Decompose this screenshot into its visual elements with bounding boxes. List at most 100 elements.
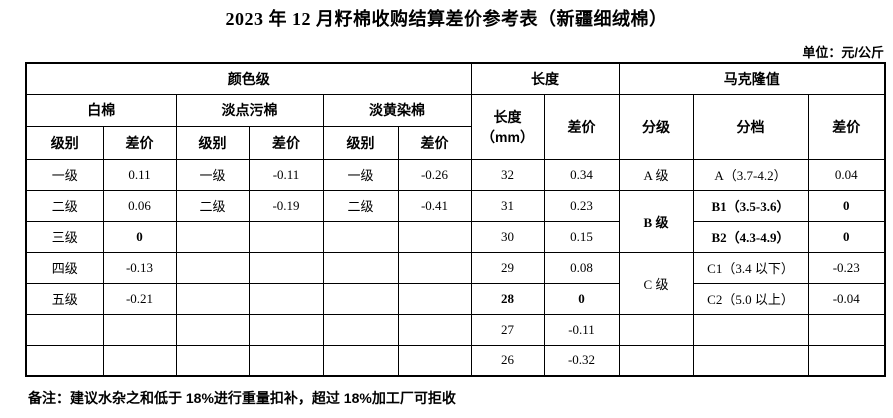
header-length-mm: 长度（mm） [470,93,545,160]
white-diff-cell: -0.21 [102,282,177,315]
table-row: 四级 -0.13 29 0.08 C 级 C1（3.4 以下） -0.23 [25,251,886,315]
spotted-diff-cell [248,313,324,346]
header-mic-grade: 分级 [618,93,694,160]
header-mic-range: 分档 [692,93,809,160]
yellow-grade-cell [322,251,399,284]
yellow-diff-cell [397,313,472,346]
spotted-grade-cell: 二级 [175,189,250,222]
yellow-grade-cell: 一级 [322,158,399,191]
length-cell: 29 [470,251,545,284]
spotted-grade-cell [175,313,250,346]
yellow-diff-cell [397,251,472,284]
length-diff-cell: -0.32 [543,344,620,377]
white-grade-cell: 一级 [25,158,104,191]
header-white-price-diff: 差价 [102,125,177,160]
white-grade-cell [25,313,104,346]
length-diff-cell: -0.11 [543,313,620,346]
header-white-grade: 级别 [25,125,104,160]
spotted-grade-cell [175,344,250,377]
header-spotted-price-diff: 差价 [248,125,324,160]
spotted-diff-cell [248,282,324,315]
table-row: 26 -0.32 [25,344,886,377]
mic-grade-cell: A 级 [618,158,694,191]
page-title: 2023 年 12 月籽棉收购结算差价参考表（新疆细绒棉） [225,9,668,29]
header-light-spotted-cotton: 淡点污棉 [175,93,324,127]
yellow-diff-cell: -0.26 [397,158,472,191]
white-grade-cell: 二级 [25,189,104,222]
header-mic-price-diff: 差价 [807,93,886,160]
length-cell: 27 [470,313,545,346]
yellow-diff-cell: -0.41 [397,189,472,222]
table-row: 一级 0.11 一级 -0.11 一级 -0.26 32 0.34 A 级 A（… [25,158,886,191]
header-yellow-grade: 级别 [322,125,399,160]
price-diff-table: 颜色级 长度 马克隆值 白棉 淡点污棉 淡黄染棉 长度（mm） 差价 分级 分档… [25,62,887,377]
mic-diff-cell: 0 [807,189,886,222]
yellow-grade-cell [322,220,399,253]
length-diff-cell: 0 [543,282,620,315]
white-diff-cell: 0 [102,220,177,253]
yellow-diff-cell [397,282,472,315]
mic-range-cell [692,344,809,377]
header-white-cotton: 白棉 [25,93,177,127]
length-diff-cell: 0.23 [543,189,620,222]
mic-range-cell: C2（5.0 以上） [692,282,809,315]
length-cell: 28 [470,282,545,315]
mic-range-cell: A（3.7-4.2） [692,158,809,191]
white-diff-cell [102,344,177,377]
table-row: 二级 0.06 二级 -0.19 二级 -0.41 31 0.23 B 级 B1… [25,189,886,253]
length-diff-cell: 0.08 [543,251,620,284]
spotted-grade-cell [175,282,250,315]
header-light-yellow-stained-cotton: 淡黄染棉 [322,93,472,127]
yellow-grade-cell [322,313,399,346]
mic-diff-cell [807,313,886,346]
header-micronaire: 马克隆值 [618,62,886,95]
header-spotted-grade: 级别 [175,125,250,160]
header-color-grade: 颜色级 [25,62,472,95]
mic-range-cell: C1（3.4 以下） [692,251,809,284]
white-grade-cell: 四级 [25,251,104,284]
header-length-price-diff: 差价 [543,93,620,160]
length-cell: 31 [470,189,545,222]
length-diff-cell: 0.15 [543,220,620,253]
mic-diff-cell: 0.04 [807,158,886,191]
spotted-grade-cell [175,251,250,284]
yellow-diff-cell [397,344,472,377]
spotted-diff-cell [248,251,324,284]
unit-label: 单位：元/公斤 [802,45,884,60]
length-cell: 30 [470,220,545,253]
table-row: 五级 -0.21 28 0 C2（5.0 以上） -0.04 [25,282,886,315]
table-row: 三级 0 30 0.15 B2（4.3-4.9） 0 [25,220,886,253]
white-diff-cell: 0.11 [102,158,177,191]
table-row: 27 -0.11 [25,313,886,346]
yellow-grade-cell [322,282,399,315]
spotted-diff-cell: -0.11 [248,158,324,191]
header-length: 长度 [470,62,620,95]
mic-range-cell [692,313,809,346]
white-diff-cell: -0.13 [102,251,177,284]
length-cell: 26 [470,344,545,377]
white-grade-cell: 五级 [25,282,104,315]
mic-diff-cell: -0.23 [807,251,886,284]
white-grade-cell: 三级 [25,220,104,253]
mic-range-cell: B2（4.3-4.9） [692,220,809,253]
mic-grade-cell [618,344,694,377]
yellow-grade-cell: 二级 [322,189,399,222]
yellow-grade-cell [322,344,399,377]
spotted-diff-cell: -0.19 [248,189,324,222]
mic-grade-cell: C 级 [618,251,694,315]
mic-diff-cell [807,344,886,377]
header-yellow-price-diff: 差价 [397,125,472,160]
yellow-diff-cell [397,220,472,253]
length-cell: 32 [470,158,545,191]
mic-grade-cell: B 级 [618,189,694,253]
white-grade-cell [25,344,104,377]
spotted-grade-cell [175,220,250,253]
spotted-diff-cell [248,220,324,253]
mic-diff-cell: 0 [807,220,886,253]
footnote: 备注：建议水杂之和低于 18%进行重量扣补，超过 18%加工厂可拒收 [28,390,456,406]
spotted-grade-cell: 一级 [175,158,250,191]
white-diff-cell: 0.06 [102,189,177,222]
length-diff-cell: 0.34 [543,158,620,191]
mic-diff-cell: -0.04 [807,282,886,315]
